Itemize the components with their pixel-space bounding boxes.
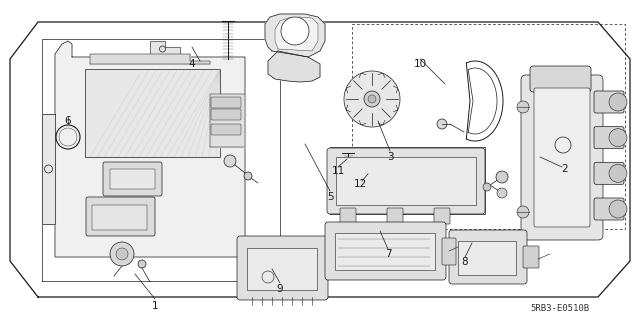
Circle shape — [224, 155, 236, 167]
Circle shape — [116, 248, 128, 260]
Text: 6: 6 — [65, 116, 71, 126]
FancyBboxPatch shape — [335, 233, 435, 270]
FancyBboxPatch shape — [534, 88, 590, 227]
Polygon shape — [42, 114, 55, 224]
FancyBboxPatch shape — [211, 97, 241, 108]
FancyBboxPatch shape — [530, 66, 591, 92]
Text: 3: 3 — [387, 152, 394, 162]
Text: 9: 9 — [276, 284, 284, 294]
FancyBboxPatch shape — [387, 208, 403, 224]
FancyBboxPatch shape — [92, 205, 147, 230]
FancyBboxPatch shape — [336, 157, 476, 205]
Text: 5RB3-E0510B: 5RB3-E0510B — [530, 304, 589, 313]
Text: 10: 10 — [413, 59, 427, 69]
Circle shape — [368, 95, 376, 103]
Polygon shape — [265, 14, 325, 57]
Circle shape — [483, 183, 491, 191]
Circle shape — [364, 91, 380, 107]
FancyBboxPatch shape — [237, 236, 328, 300]
FancyBboxPatch shape — [86, 197, 155, 236]
Circle shape — [497, 188, 507, 198]
FancyBboxPatch shape — [211, 124, 241, 135]
FancyBboxPatch shape — [458, 241, 516, 275]
Text: 12: 12 — [353, 179, 367, 189]
FancyBboxPatch shape — [110, 169, 155, 189]
FancyBboxPatch shape — [594, 127, 624, 149]
Text: 4: 4 — [189, 59, 195, 69]
FancyBboxPatch shape — [340, 208, 356, 224]
FancyBboxPatch shape — [521, 75, 603, 240]
Circle shape — [138, 260, 146, 268]
Circle shape — [496, 171, 508, 183]
FancyBboxPatch shape — [325, 222, 446, 280]
Circle shape — [244, 172, 252, 180]
Text: 5: 5 — [326, 192, 333, 202]
Circle shape — [281, 17, 309, 45]
Text: 7: 7 — [385, 249, 391, 259]
Circle shape — [517, 206, 529, 218]
FancyBboxPatch shape — [594, 198, 624, 220]
FancyBboxPatch shape — [247, 248, 317, 290]
FancyBboxPatch shape — [594, 91, 624, 113]
FancyBboxPatch shape — [85, 69, 220, 157]
Text: 11: 11 — [332, 166, 344, 176]
FancyBboxPatch shape — [523, 246, 539, 268]
Text: 1: 1 — [152, 301, 158, 311]
Circle shape — [609, 93, 627, 111]
Polygon shape — [275, 17, 318, 51]
Polygon shape — [55, 41, 245, 257]
Circle shape — [609, 129, 627, 147]
FancyBboxPatch shape — [434, 208, 450, 224]
Circle shape — [437, 119, 447, 129]
FancyBboxPatch shape — [211, 109, 241, 120]
Circle shape — [344, 71, 400, 127]
Polygon shape — [150, 41, 180, 57]
Polygon shape — [210, 94, 245, 147]
FancyBboxPatch shape — [103, 162, 162, 196]
Polygon shape — [90, 54, 210, 64]
FancyBboxPatch shape — [442, 238, 456, 265]
Polygon shape — [268, 51, 320, 82]
Circle shape — [110, 242, 134, 266]
FancyBboxPatch shape — [449, 230, 527, 284]
Text: 2: 2 — [562, 164, 568, 174]
Circle shape — [517, 101, 529, 113]
FancyBboxPatch shape — [594, 162, 624, 184]
FancyBboxPatch shape — [327, 148, 485, 214]
Text: 8: 8 — [461, 257, 468, 267]
Circle shape — [609, 200, 627, 218]
Circle shape — [609, 164, 627, 182]
